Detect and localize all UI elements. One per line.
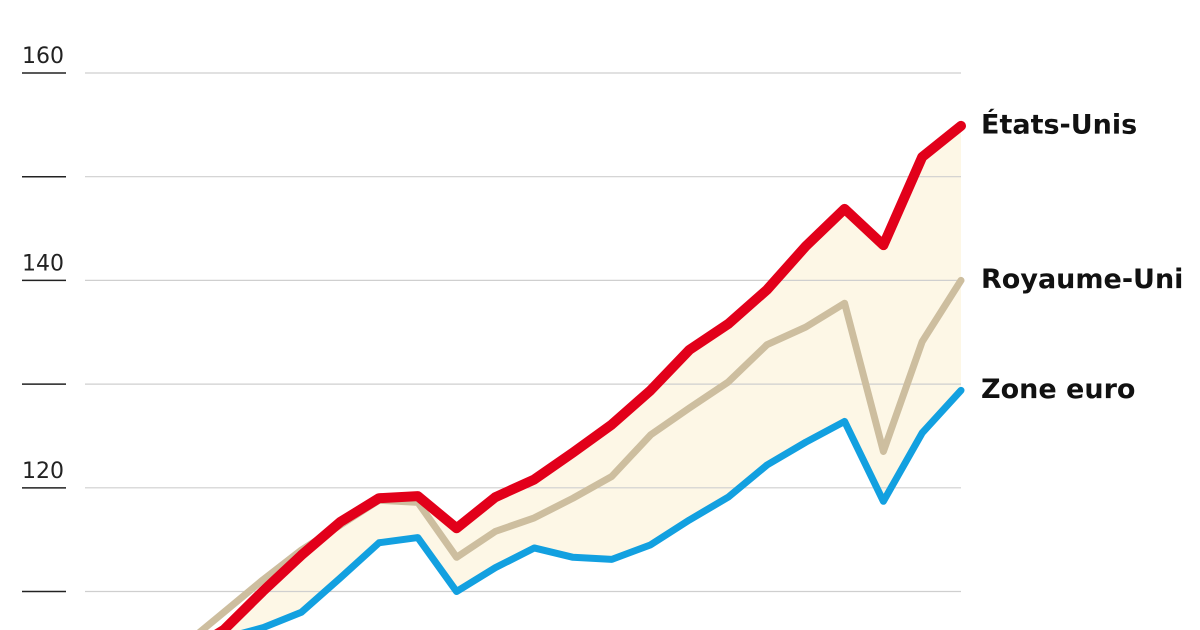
y-tick-label: 140: [22, 251, 64, 276]
series-line: [214, 120, 966, 630]
series-line: [240, 386, 965, 630]
series-label: Royaume-Uni: [981, 264, 1183, 295]
series-label: États-Unis: [981, 108, 1137, 140]
series-label: Zone euro: [981, 374, 1135, 405]
y-tick-label: 120: [22, 459, 64, 484]
y-tick-label: 160: [22, 44, 64, 69]
